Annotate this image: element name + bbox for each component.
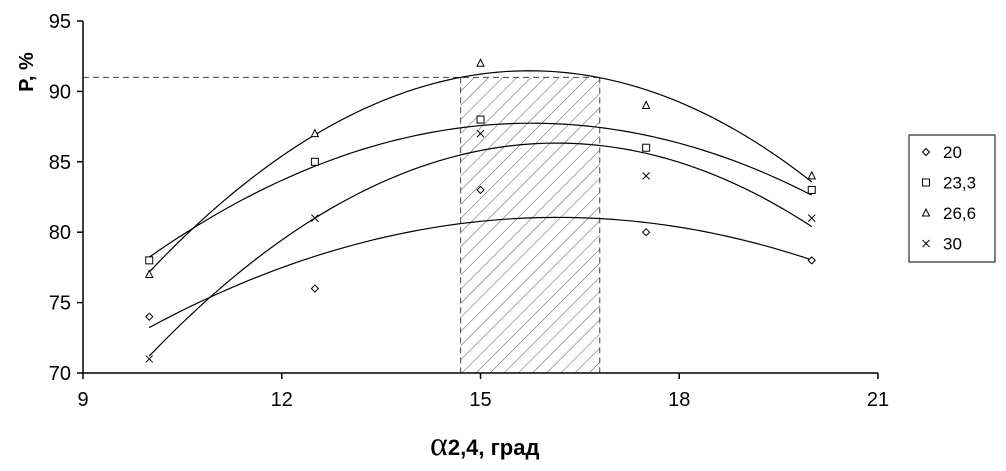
trendline-series-2 <box>148 122 813 258</box>
x-axis-unit: , град <box>478 435 539 460</box>
y-tick-label: 70 <box>49 363 71 385</box>
data-point-series-3 <box>476 58 485 67</box>
trendline-series-1 <box>148 216 812 329</box>
data-point-series-3 <box>310 128 320 138</box>
data-point-series-1 <box>641 227 651 237</box>
data-point-series-3 <box>144 269 154 278</box>
y-tick-label: 80 <box>49 222 71 244</box>
data-point-series-2 <box>310 157 319 166</box>
legend-label-1: 20 <box>943 143 962 162</box>
data-point-series-1 <box>476 185 485 195</box>
x-axis-label: α2,4, град <box>430 426 539 463</box>
x-tick-label: 12 <box>271 389 293 411</box>
data-point-series-1 <box>310 284 320 293</box>
x-tick-label: 21 <box>867 389 889 411</box>
trendline-series-3 <box>148 70 813 273</box>
y-tick-label: 85 <box>49 152 71 174</box>
data-point-series-1 <box>807 256 816 265</box>
x-axis-subscript: 2,4 <box>448 435 479 460</box>
marker-stroke <box>476 129 485 138</box>
x-tick-label: 18 <box>668 389 690 411</box>
legend-marker-2 <box>922 178 930 187</box>
data-point-series-2 <box>145 256 154 265</box>
marker-stroke <box>807 214 816 222</box>
data-point-series-2 <box>642 143 651 152</box>
data-point-series-2 <box>476 115 485 124</box>
y-tick-label: 95 <box>49 11 71 33</box>
optimal-band <box>460 77 600 373</box>
legend-marker-3 <box>921 207 931 217</box>
x-tick-label: 15 <box>469 389 491 411</box>
y-tick-label: 75 <box>49 293 71 315</box>
marker-stroke <box>311 214 319 222</box>
marker-stroke <box>922 239 930 248</box>
marker-stroke <box>145 355 154 363</box>
data-point-series-4 <box>642 172 650 180</box>
legend-marker-4 <box>922 239 930 248</box>
y-tick-label: 90 <box>49 81 71 103</box>
legend-label-3: 26,6 <box>943 204 976 223</box>
data-point-series-1 <box>145 312 154 321</box>
x-tick-label: 9 <box>77 389 88 411</box>
legend: 20 23,3 26,6 30 <box>908 134 996 263</box>
y-axis-label: P, % <box>16 52 38 92</box>
data-point-series-3 <box>641 100 651 109</box>
trendline-series-4 <box>148 142 813 357</box>
legend-marker-1 <box>921 147 931 157</box>
data-point-series-2 <box>807 185 816 194</box>
data-point-series-3 <box>807 170 817 180</box>
data-point-series-4 <box>311 214 319 222</box>
data-point-series-4 <box>807 214 816 222</box>
x-axis-symbol: α <box>430 426 448 463</box>
marker-stroke <box>642 172 650 180</box>
legend-label-2: 23,3 <box>943 174 976 193</box>
legend-label-4: 30 <box>943 235 962 254</box>
data-point-series-4 <box>476 129 485 138</box>
data-point-series-4 <box>145 355 154 363</box>
